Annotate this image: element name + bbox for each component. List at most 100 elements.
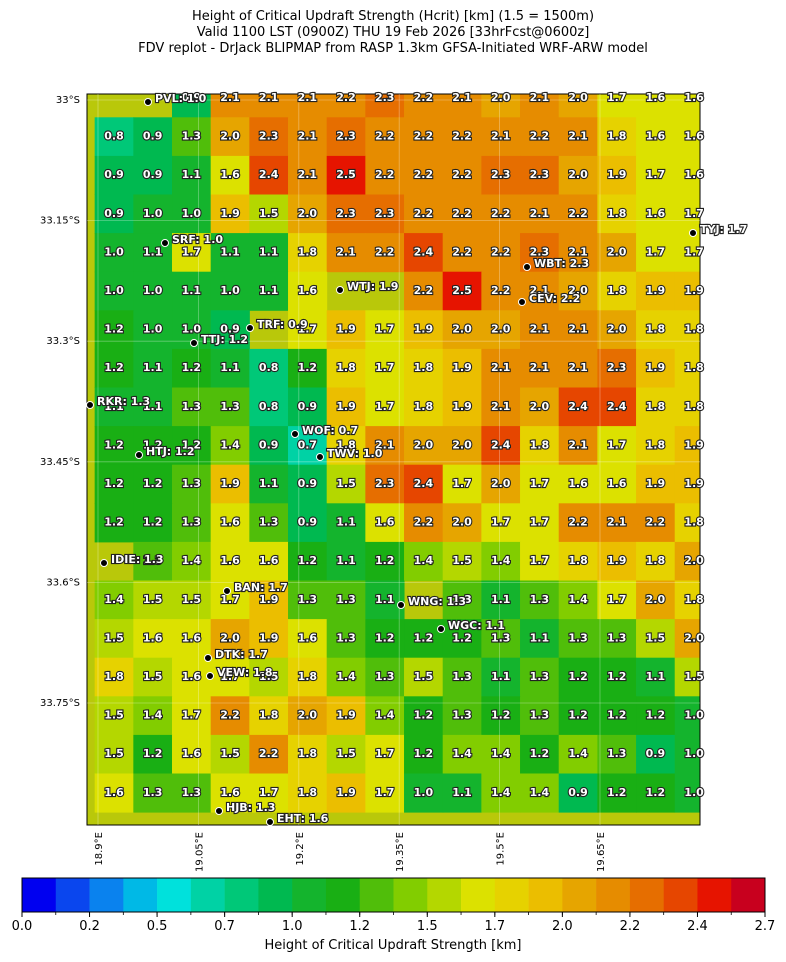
grid-cell [133,155,173,195]
grid-value: 1.1 [182,284,202,297]
grid-value: 1.2 [414,747,434,760]
grid-cell [520,94,560,118]
grid-cell [520,310,560,350]
grid-value: 2.1 [298,130,318,143]
grid-value: 1.7 [375,786,395,799]
grid-cell [365,464,405,504]
grid-value: 1.7 [375,747,395,760]
grid-cell [674,426,700,466]
grid-cell [404,734,444,774]
grid-value: 1.7 [220,670,240,683]
grid-value: 1.6 [375,516,395,529]
station-marker [518,298,526,306]
grid-value: 1.1 [259,284,279,297]
grid-cell [597,94,637,118]
grid-value: 1.6 [568,477,588,490]
grid-value: 0.9 [259,438,279,451]
colorbar-tick-label: 1.5 [417,919,438,934]
grid-value: 2.2 [646,516,666,529]
title-line: Valid 1100 LST (0900Z) THU 19 Feb 2026 [… [197,25,590,40]
grid-cell [172,541,212,581]
grid-value: 1.0 [684,747,704,760]
station-label: DTK: 1.7 [215,648,268,661]
grid-cell [558,348,598,388]
grid-value: 1.6 [646,130,666,143]
grid-cell [172,734,212,774]
grid-cell [442,194,482,234]
grid-value: 1.6 [298,631,318,644]
grid-value: 2.4 [607,400,627,413]
grid-value: 2.2 [414,168,434,181]
grid-value: 1.2 [104,516,124,529]
grid-cell [674,657,700,697]
grid-value: 0.9 [298,400,318,413]
grid-value: 2.5 [336,168,356,181]
grid-cell [249,696,289,736]
grid-value: 2.0 [220,631,240,644]
grid-cell [481,696,521,736]
grid-value: 2.0 [298,709,318,722]
grid-value: 1.7 [607,91,627,104]
grid-value: 1.9 [220,207,240,220]
lat-label: 33.45°S [40,457,80,468]
grid-cell [94,155,134,195]
grid-cell [404,464,444,504]
grid-cell [172,580,212,620]
grid-cell [210,348,250,388]
grid-cell [404,310,444,350]
station-label: EHT: 1.6 [277,812,329,825]
grid-value: 1.0 [684,786,704,799]
grid-cell [442,580,482,620]
grid-value: 1.8 [530,438,550,451]
grid-cell [288,773,328,813]
station-marker [223,587,231,595]
grid-value: 1.8 [684,400,704,413]
grid-cell [520,348,560,388]
grid-value: 2.0 [530,400,550,413]
grid-cell [288,657,328,697]
station-label: BAN: 1.7 [234,581,288,594]
grid-cell [94,426,134,466]
grid-value: 1.6 [182,631,202,644]
grid-value: 1.5 [684,670,704,683]
grid-cell [133,271,173,311]
grid-value: 1.6 [607,477,627,490]
grid-cell [365,734,405,774]
grid-value: 2.2 [375,130,395,143]
grid-value: 1.7 [375,323,395,336]
grid-cell [597,773,637,813]
station-marker [215,807,223,815]
grid-cell [597,233,637,273]
grid-cell [404,541,444,581]
grid-cell [326,734,366,774]
station-marker [689,229,697,237]
grid-cell [520,387,560,427]
station-label: RKR: 1.3 [97,395,150,408]
grid-cell [172,194,212,234]
grid-value: 1.3 [452,593,472,606]
grid-cell [597,348,637,388]
station-marker [336,286,344,294]
grid-cell [249,348,289,388]
grid-value: 1.1 [220,361,240,374]
grid-cell [365,580,405,620]
grid-cell [481,117,521,157]
grid-value: 1.9 [220,477,240,490]
colorbar-swatch [89,878,124,912]
grid-cell [365,94,405,118]
grid-value: 2.0 [491,477,511,490]
grid-cell [210,426,250,466]
grid-value: 1.1 [220,245,240,258]
grid-cell [404,348,444,388]
station-label: HJB: 1.3 [226,801,275,814]
grid-cell [404,155,444,195]
grid-value: 1.2 [182,438,202,451]
grid-cell [404,619,444,659]
grid-cell [674,503,700,543]
grid-value: 1.5 [414,670,434,683]
grid-value: 1.6 [646,91,666,104]
station-label: SRF: 1.0 [172,233,223,246]
grid-value: 2.2 [414,207,434,220]
grid-value: 2.0 [684,554,704,567]
grid-cell [520,734,560,774]
